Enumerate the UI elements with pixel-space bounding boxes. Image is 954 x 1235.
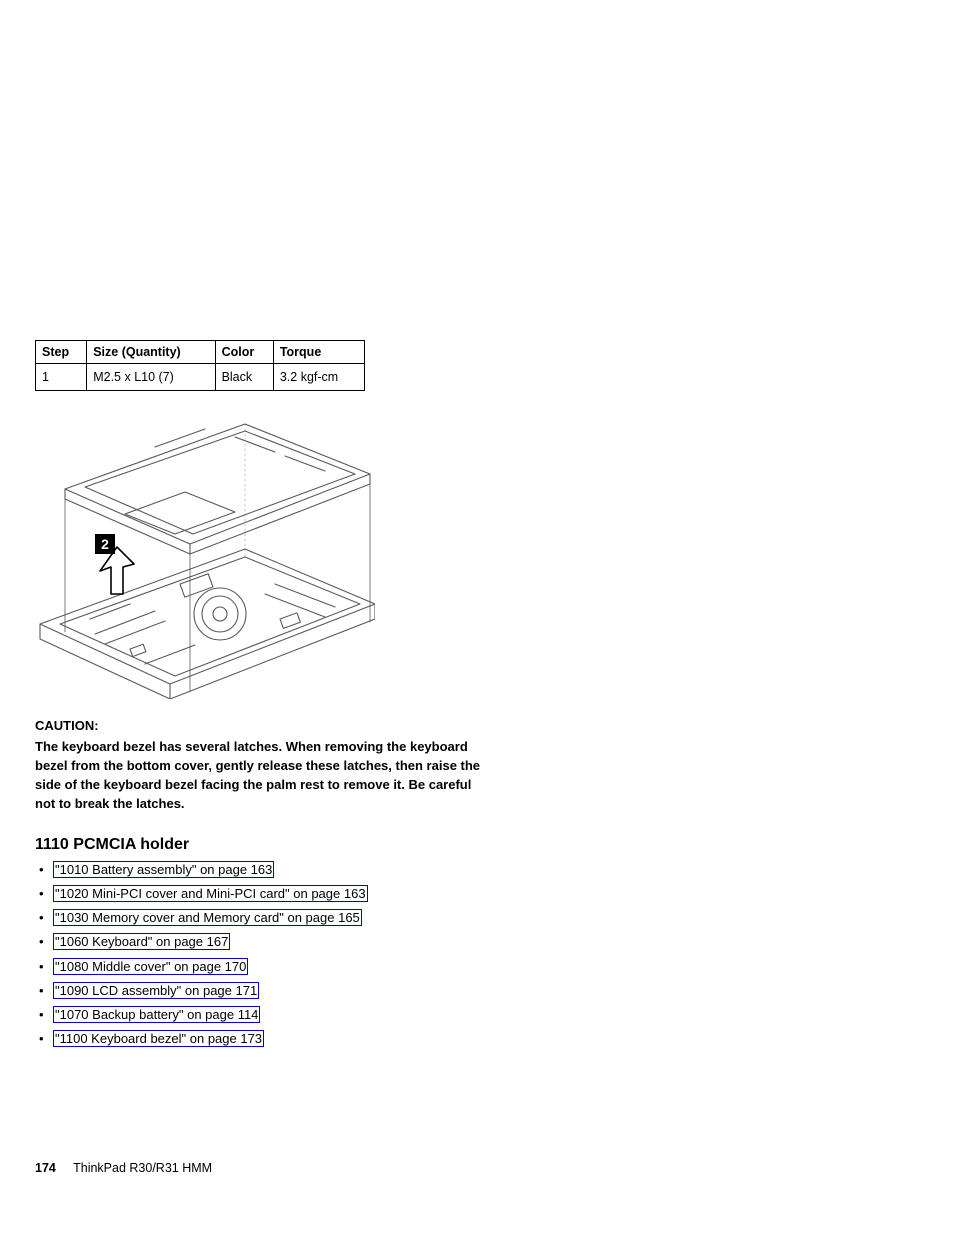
col-step: Step xyxy=(36,341,87,364)
cell-size: M2.5 x L10 (7) xyxy=(87,364,215,391)
ref-link[interactable]: "1080 Middle cover" on page 170 xyxy=(53,958,248,975)
ref-link[interactable]: "1030 Memory cover and Memory card" on p… xyxy=(53,909,362,926)
list-item: "1100 Keyboard bezel" on page 173 xyxy=(35,1030,464,1048)
doc-title: ThinkPad R30/R31 HMM xyxy=(73,1161,212,1175)
page-content: Step Size (Quantity) Color Torque 1 M2.5… xyxy=(0,0,954,1048)
table-header-row: Step Size (Quantity) Color Torque xyxy=(36,341,365,364)
reference-list: "1010 Battery assembly" on page 163 "102… xyxy=(35,861,464,1049)
ref-link[interactable]: "1060 Keyboard" on page 167 xyxy=(53,933,230,950)
screw-table: Step Size (Quantity) Color Torque 1 M2.5… xyxy=(35,340,365,391)
list-item: "1030 Memory cover and Memory card" on p… xyxy=(35,909,464,927)
exploded-diagram: 2 xyxy=(35,419,375,699)
ref-link[interactable]: "1070 Backup battery" on page 114 xyxy=(53,1006,260,1023)
col-torque: Torque xyxy=(273,341,364,364)
ref-link[interactable]: "1090 LCD assembly" on page 171 xyxy=(53,982,259,999)
caution-block: CAUTION: The keyboard bezel has several … xyxy=(35,717,495,814)
list-item: "1090 LCD assembly" on page 171 xyxy=(35,982,464,1000)
list-item: "1010 Battery assembly" on page 163 xyxy=(35,861,464,879)
page-footer: 174 ThinkPad R30/R31 HMM xyxy=(35,1161,212,1175)
diagram-svg xyxy=(35,419,375,699)
caution-label: CAUTION: xyxy=(35,717,495,735)
ref-link[interactable]: "1010 Battery assembly" on page 163 xyxy=(53,861,274,878)
col-color: Color xyxy=(215,341,273,364)
ref-link[interactable]: "1020 Mini-PCI cover and Mini-PCI card" … xyxy=(53,885,368,902)
cell-step: 1 xyxy=(36,364,87,391)
cell-torque: 3.2 kgf-cm xyxy=(273,364,364,391)
callout-2: 2 xyxy=(95,534,115,554)
caution-text: The keyboard bezel has several latches. … xyxy=(35,739,480,811)
ref-link[interactable]: "1100 Keyboard bezel" on page 173 xyxy=(53,1030,264,1047)
section-title: 1110 PCMCIA holder xyxy=(35,836,464,854)
list-item: "1070 Backup battery" on page 114 xyxy=(35,1006,464,1024)
page-number: 174 xyxy=(35,1161,56,1175)
table-row: 1 M2.5 x L10 (7) Black 3.2 kgf-cm xyxy=(36,364,365,391)
col-size: Size (Quantity) xyxy=(87,341,215,364)
cell-color: Black xyxy=(215,364,273,391)
list-item: "1080 Middle cover" on page 170 xyxy=(35,958,464,976)
list-item: "1020 Mini-PCI cover and Mini-PCI card" … xyxy=(35,885,464,903)
list-item: "1060 Keyboard" on page 167 xyxy=(35,933,464,951)
